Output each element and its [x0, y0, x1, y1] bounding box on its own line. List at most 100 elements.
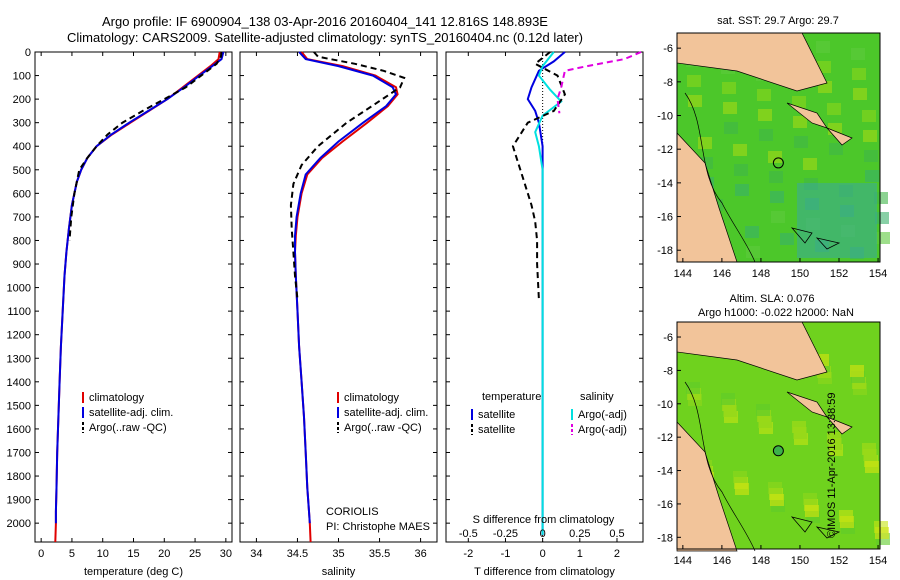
map-y-tick-label: -14 [657, 466, 673, 478]
map-texture [853, 88, 867, 100]
map-texture [851, 48, 865, 60]
island [790, 516, 813, 533]
legend-entry: Argo(-adj) [578, 424, 627, 436]
legend-entry: Argo(-adj) [578, 409, 627, 421]
x-axis-label: temperature (deg C) [84, 566, 183, 578]
x-axis-label: T difference from climatology [474, 566, 615, 578]
series-line [294, 51, 398, 524]
map-texture [876, 232, 890, 244]
map-texture [724, 122, 738, 134]
map-texture [827, 103, 841, 115]
map-y-tick-label: -8 [663, 365, 673, 377]
map-texture [733, 144, 747, 156]
y-tick-label: 300 [13, 118, 31, 130]
series-line [68, 51, 223, 241]
x-tick-label: 35.5 [369, 548, 390, 560]
secondary-tick-label: 0 [540, 528, 546, 540]
map-texture [850, 365, 864, 377]
x-tick-label: 2 [614, 548, 620, 560]
map-texture [698, 137, 712, 149]
argo-location-marker [772, 157, 784, 169]
map-x-tick-label: 148 [752, 268, 770, 280]
map-texture [733, 471, 747, 483]
map-y-tick-label: -10 [657, 399, 673, 411]
island [790, 227, 813, 244]
legend-entry: satellite [478, 424, 515, 436]
island [826, 127, 853, 146]
x-tick-label: 0 [540, 548, 546, 560]
y-tick-label: 1100 [7, 306, 31, 318]
map-y-tick-label: -16 [657, 212, 673, 224]
y-tick-label: 500 [13, 165, 31, 177]
map-texture [803, 158, 817, 170]
map-texture [797, 183, 877, 258]
map-texture [768, 151, 782, 163]
map-texture [816, 41, 830, 53]
map-texture [722, 82, 736, 94]
map-y-tick-label: -6 [663, 332, 673, 344]
map-x-tick-label: 154 [869, 555, 887, 567]
map-x-tick-label: 152 [830, 555, 848, 567]
y-tick-label: 2000 [7, 518, 31, 530]
map-texture [771, 211, 785, 223]
map-texture [758, 109, 772, 121]
y-tick-label: 0 [25, 47, 31, 59]
secondary-tick-label: 0.25 [569, 528, 590, 540]
map-y-tick-label: -18 [657, 532, 673, 544]
y-tick-label: 1000 [7, 283, 31, 295]
plot-frame [239, 51, 438, 543]
map-texture [792, 96, 806, 108]
x-tick-label: 1 [577, 548, 583, 560]
map-texture [829, 143, 843, 155]
series-line [534, 51, 563, 535]
x-tick-label: 5 [69, 548, 75, 560]
legend-title: temperature [482, 391, 541, 403]
map-x-tick-label: 144 [674, 555, 692, 567]
x-tick-label: 10 [97, 548, 109, 560]
x-tick-label: -1 [501, 548, 511, 560]
map-texture [769, 171, 783, 183]
map-texture [862, 110, 876, 122]
annotation: CORIOLIS [326, 506, 379, 518]
sla-map-subtitle: Argo h1000: -0.022 h2000: NaN [698, 307, 854, 319]
map-texture [864, 150, 878, 162]
y-tick-label: 1600 [7, 424, 31, 436]
x-tick-label: 36 [414, 548, 426, 560]
legend-entry: climatology [89, 392, 145, 404]
map-x-tick-label: 148 [752, 555, 770, 567]
map-x-tick-label: 146 [713, 268, 731, 280]
map-texture [687, 75, 701, 87]
map-x-tick-label: 150 [791, 268, 809, 280]
map-y-tick-label: -18 [657, 245, 673, 257]
map-frame [676, 32, 881, 263]
y-tick-label: 1700 [7, 447, 31, 459]
x-axis-label: salinity [322, 566, 356, 578]
x-tick-label: 15 [127, 548, 139, 560]
x-tick-label: 20 [158, 548, 170, 560]
legend-entry: climatology [344, 392, 400, 404]
chart-title: Argo profile: IF 6900904_138 03-Apr-2016… [102, 14, 548, 29]
y-tick-label: 400 [13, 141, 31, 153]
map-texture [874, 192, 888, 204]
x-tick-label: 35 [332, 548, 344, 560]
map-texture [793, 116, 807, 128]
map-texture [759, 129, 773, 141]
x-tick-label: 34 [250, 548, 262, 560]
sst-map [676, 32, 890, 263]
map-frame [676, 321, 881, 550]
map-texture [803, 493, 817, 505]
sla-map-title: Altim. SLA: 0.076 [730, 293, 815, 305]
map-x-tick-label: 150 [791, 555, 809, 567]
legend-entry: satellite-adj. clim. [89, 407, 173, 419]
map-texture [768, 482, 782, 494]
x-tick-label: 0 [38, 548, 44, 560]
map-y-tick-label: -12 [657, 144, 673, 156]
chart-subtitle: Climatology: CARS2009. Satellite-adjuste… [67, 30, 583, 45]
map-texture [862, 443, 876, 455]
map-y-tick-label: -16 [657, 499, 673, 511]
map-texture [770, 191, 784, 203]
y-tick-label: 200 [13, 94, 31, 106]
map-texture [794, 136, 808, 148]
map-texture [745, 226, 759, 238]
